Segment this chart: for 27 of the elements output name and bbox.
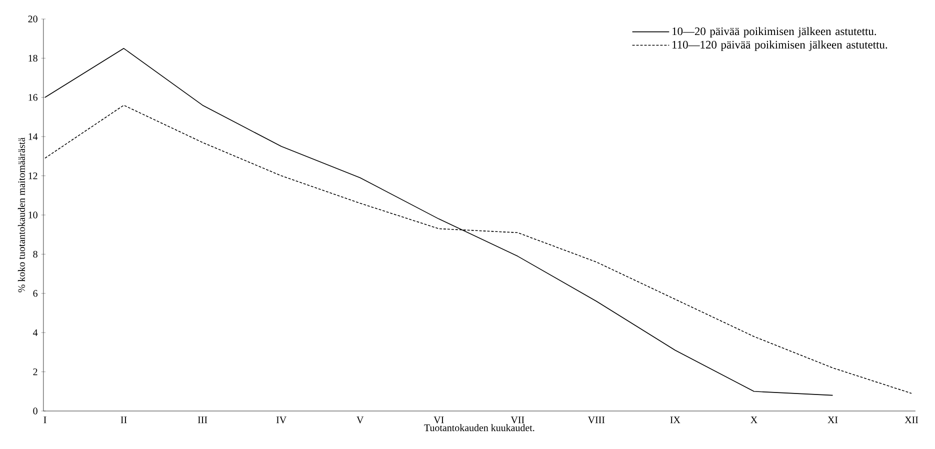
x-tick-label: XII	[904, 416, 918, 424]
y-tick-label: 0	[33, 408, 38, 414]
y-tick-label: 2	[33, 368, 38, 376]
legend-label: 110—120 päivää poikimisen jälkeen astutettu.	[672, 40, 888, 51]
x-tick-label: I	[44, 416, 46, 424]
y-tick-label: 20	[28, 16, 38, 22]
y-tick-label: 6	[33, 290, 38, 297]
x-tick-label: VIII	[588, 416, 605, 424]
x-tick-label: VI	[434, 416, 444, 424]
x-tick-label: IX	[670, 416, 680, 424]
y-axis-title: % koko tuotantokauden maitomäärästä	[18, 138, 25, 292]
x-tick-label: VII	[510, 416, 524, 424]
x-tick-label: III	[198, 416, 208, 424]
y-tick-label: 10	[28, 212, 38, 218]
x-tick-label: V	[356, 416, 364, 424]
x-tick-label: II	[120, 416, 127, 424]
y-tick-label: 12	[28, 172, 38, 180]
y-tick-label: 8	[33, 250, 38, 258]
y-tick-label: 18	[28, 54, 38, 62]
x-tick-label: XI	[828, 416, 838, 424]
x-axis-title: Tuotantokauden kuukaudet.	[424, 424, 534, 432]
legend-label: 10—20 päivää poikimisen jälkeen astutettu.	[672, 27, 876, 38]
x-tick-label: X	[750, 416, 758, 424]
x-tick-label: IV	[276, 416, 286, 424]
y-tick-label: 16	[28, 94, 38, 101]
y-tick-label: 4	[32, 329, 38, 336]
y-tick-label: 14	[28, 133, 38, 140]
